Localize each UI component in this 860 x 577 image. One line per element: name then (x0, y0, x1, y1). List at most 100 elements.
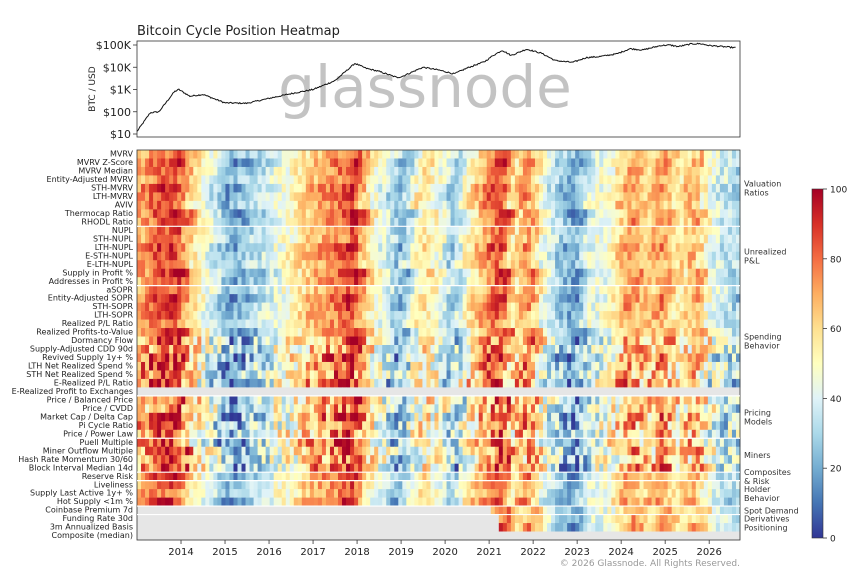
heatmap-cell (595, 235, 599, 244)
heatmap-cell (463, 320, 467, 329)
heatmap-cell (209, 362, 213, 371)
heatmap-cell (149, 226, 153, 235)
heatmap-cell (688, 150, 692, 159)
heatmap-cell (165, 421, 169, 430)
heatmap-cell (334, 175, 338, 184)
heatmap-cell (310, 353, 314, 362)
heatmap-cell (149, 158, 153, 167)
heatmap-cell (559, 362, 563, 371)
heatmap-cell (197, 192, 201, 201)
heatmap-cell (434, 192, 438, 201)
heatmap-cell (258, 421, 262, 430)
heatmap-cell (205, 218, 209, 227)
heatmap-cell (161, 404, 165, 413)
heatmap-cell (254, 362, 258, 371)
heatmap-cell (515, 362, 519, 371)
heatmap-cell (350, 150, 354, 159)
heatmap-cell (205, 345, 209, 354)
heatmap-cell (527, 379, 531, 388)
heatmap-cell (161, 277, 165, 286)
heatmap-cell (627, 235, 631, 244)
heatmap-cell (173, 413, 177, 422)
heatmap-cell (278, 269, 282, 278)
heatmap-cell (499, 379, 503, 388)
heatmap-cell (374, 209, 378, 218)
heatmap-cell (418, 269, 422, 278)
heatmap-cell (386, 286, 390, 295)
heatmap-cell (451, 421, 455, 430)
heatmap-cell (161, 396, 165, 405)
heatmap-cell (724, 209, 728, 218)
heatmap-cell (619, 387, 623, 396)
heatmap-cell (591, 158, 595, 167)
heatmap-cell (443, 387, 447, 396)
heatmap-cell (607, 362, 611, 371)
heatmap-cell (418, 294, 422, 303)
heatmap-cell (599, 294, 603, 303)
heatmap-cell (535, 175, 539, 184)
heatmap-cell (338, 243, 342, 252)
heatmap-cell (270, 277, 274, 286)
heatmap-cell (181, 404, 185, 413)
heatmap-cell (623, 184, 627, 193)
heatmap-cell (579, 175, 583, 184)
heatmap-cell (161, 320, 165, 329)
heatmap-cell (531, 218, 535, 227)
heatmap-cell (716, 192, 720, 201)
heatmap-cell (205, 150, 209, 159)
heatmap-cell (459, 362, 463, 371)
heatmap-cell (141, 158, 145, 167)
heatmap-cell (688, 260, 692, 269)
heatmap-cell (270, 209, 274, 218)
heatmap-cell (684, 396, 688, 405)
heatmap-cell (181, 430, 185, 439)
heatmap-cell (511, 311, 515, 320)
heatmap-cell (181, 269, 185, 278)
heatmap-cell (238, 260, 242, 269)
heatmap-cell (535, 269, 539, 278)
heatmap-cell (599, 184, 603, 193)
heatmap-cell (471, 311, 475, 320)
heatmap-cell (467, 218, 471, 227)
heatmap-cell (229, 201, 233, 210)
heatmap-cell (330, 387, 334, 396)
heatmap-cell (310, 277, 314, 286)
heatmap-cell (451, 370, 455, 379)
heatmap-cell (250, 175, 254, 184)
heatmap-cell (181, 252, 185, 261)
heatmap-cell (471, 260, 475, 269)
heatmap-cell (238, 286, 242, 295)
heatmap-cell (664, 243, 668, 252)
heatmap-cell (672, 167, 676, 176)
heatmap-cell (378, 387, 382, 396)
heatmap-cell (527, 218, 531, 227)
heatmap-cell (378, 260, 382, 269)
heatmap-cell (282, 311, 286, 320)
heatmap-cell (161, 421, 165, 430)
heatmap-cell (157, 260, 161, 269)
heatmap-cell (330, 362, 334, 371)
heatmap-cell (443, 218, 447, 227)
heatmap-cell (495, 277, 499, 286)
heatmap-cell (443, 235, 447, 244)
heatmap-cell (708, 396, 712, 405)
heatmap-cell (652, 209, 656, 218)
heatmap-cell (326, 150, 330, 159)
heatmap-cell (491, 370, 495, 379)
heatmap-cell (531, 345, 535, 354)
heatmap-cell (439, 311, 443, 320)
heatmap-cell (563, 269, 567, 278)
heatmap-cell (386, 269, 390, 278)
heatmap-cell (724, 277, 728, 286)
heatmap-cell (443, 379, 447, 388)
heatmap-cell (282, 353, 286, 362)
heatmap-cell (543, 379, 547, 388)
heatmap-cell (712, 328, 716, 337)
heatmap-cell (406, 294, 410, 303)
heatmap-cell (559, 277, 563, 286)
heatmap-cell (157, 337, 161, 346)
heatmap-cell (306, 243, 310, 252)
heatmap-cell (603, 337, 607, 346)
heatmap-cell (282, 158, 286, 167)
heatmap-cell (575, 370, 579, 379)
